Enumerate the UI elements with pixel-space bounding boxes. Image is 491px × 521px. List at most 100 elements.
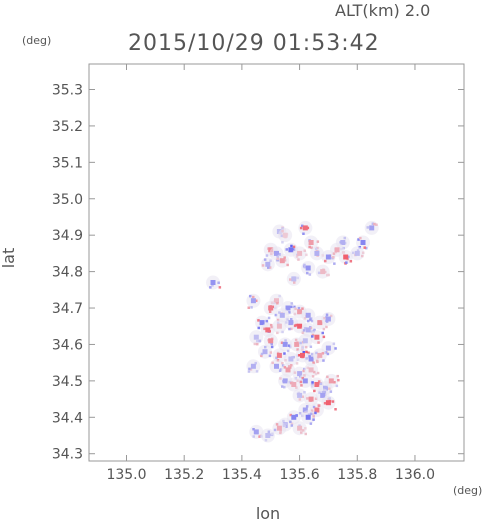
echo-cell <box>354 250 360 256</box>
echo-speckle <box>306 366 309 370</box>
echo-speckle <box>295 386 298 389</box>
echo-cell <box>262 349 268 355</box>
echo-cell <box>265 261 271 267</box>
echo-speckle <box>270 342 273 346</box>
x-tick-label: 135.4 <box>222 467 262 483</box>
plot-frame <box>88 63 465 462</box>
echo-speckle <box>309 412 313 416</box>
echo-speckle <box>324 270 327 274</box>
echo-speckle <box>323 391 327 394</box>
echo-cell <box>210 280 216 285</box>
echo-speckle <box>302 429 305 432</box>
echo-speckle <box>302 369 305 373</box>
echo-speckle <box>321 352 325 355</box>
echo-speckle <box>361 251 365 254</box>
echo-speckle <box>303 265 307 269</box>
y-tick-label: 35.3 <box>52 82 83 98</box>
echo-speckle <box>295 255 299 258</box>
echo-speckle <box>279 430 282 433</box>
echo-speckle <box>349 260 353 263</box>
echo-speckle <box>273 428 277 432</box>
echo-speckle <box>298 398 302 401</box>
echo-speckle <box>326 273 329 277</box>
echo-cell <box>302 407 308 413</box>
echo-speckle <box>280 341 284 344</box>
echo-cell <box>265 433 271 438</box>
echo-cell <box>274 363 279 369</box>
echo-cell <box>305 265 311 271</box>
echo-cell <box>314 334 320 340</box>
echo-speckle <box>305 405 309 408</box>
echo-cell <box>265 327 271 333</box>
echo-speckle <box>276 331 279 335</box>
echo-speckle <box>313 370 316 374</box>
echo-speckle <box>211 284 214 287</box>
echo-speckle <box>305 350 308 354</box>
echo-speckle <box>309 422 313 425</box>
echo-speckle <box>256 342 259 346</box>
echo-speckle <box>319 382 323 385</box>
echo-speckle <box>279 368 283 371</box>
echo-speckle <box>333 262 336 265</box>
echo-cell <box>279 258 285 264</box>
echo-speckle <box>313 328 316 332</box>
echo-speckle <box>325 325 328 329</box>
echo-cell <box>285 367 291 373</box>
echo-speckle <box>347 255 350 259</box>
echo-speckle <box>335 384 339 388</box>
echo-speckle <box>310 353 314 356</box>
echo-speckle <box>271 361 274 365</box>
echo-speckle <box>333 381 336 384</box>
echo-speckle <box>278 294 281 298</box>
echo-speckle <box>264 439 268 442</box>
echo-speckle <box>324 259 327 263</box>
echo-speckle <box>301 307 304 310</box>
echo-speckle <box>301 224 304 228</box>
echo-speckle <box>302 351 305 354</box>
echo-speckle <box>263 258 267 261</box>
echo-cell <box>308 367 314 373</box>
echo-speckle <box>311 375 315 378</box>
echo-cell <box>279 312 285 318</box>
echo-speckle <box>306 226 310 230</box>
x-tick-label: 136.0 <box>395 467 435 483</box>
echo-speckle <box>296 348 299 351</box>
echo-speckle <box>217 281 220 284</box>
echo-speckle <box>321 331 324 335</box>
echo-speckle <box>332 252 336 255</box>
echo-speckle <box>252 295 255 299</box>
echo-speckle <box>287 365 291 368</box>
echo-speckle <box>281 229 284 233</box>
echo-speckle <box>299 226 303 230</box>
echo-speckle <box>290 424 294 427</box>
y-tick-label: 34.8 <box>52 265 83 281</box>
x-tick-label: 135.8 <box>337 467 377 483</box>
echo-speckle <box>326 352 330 356</box>
echo-speckle <box>357 238 360 241</box>
echo-speckle <box>304 427 307 430</box>
echo-speckle <box>373 222 376 226</box>
echo-speckle <box>297 306 301 310</box>
echo-speckle <box>267 316 271 320</box>
echo-speckle <box>301 376 304 380</box>
echo-cell <box>297 309 303 315</box>
chart-title: 2015/10/29 01:53:42 <box>128 31 380 56</box>
echo-cell <box>276 425 282 431</box>
echo-cell <box>253 429 259 435</box>
echo-speckle <box>322 327 326 331</box>
echo-speckle <box>310 319 314 323</box>
echo-speckle <box>269 259 272 262</box>
echo-speckle <box>250 306 253 309</box>
echo-speckle <box>298 354 301 357</box>
echo-speckle <box>285 248 288 251</box>
echo-speckle <box>334 347 337 350</box>
echo-speckle <box>293 281 296 284</box>
echo-speckle <box>247 306 250 309</box>
echo-speckle <box>308 245 311 249</box>
echo-cell <box>282 341 288 347</box>
x-unit-label: (deg) <box>453 484 482 497</box>
echo-speckle <box>257 319 260 322</box>
echo-speckle <box>309 345 313 348</box>
echo-speckle <box>276 302 279 305</box>
echo-speckle <box>311 333 315 337</box>
